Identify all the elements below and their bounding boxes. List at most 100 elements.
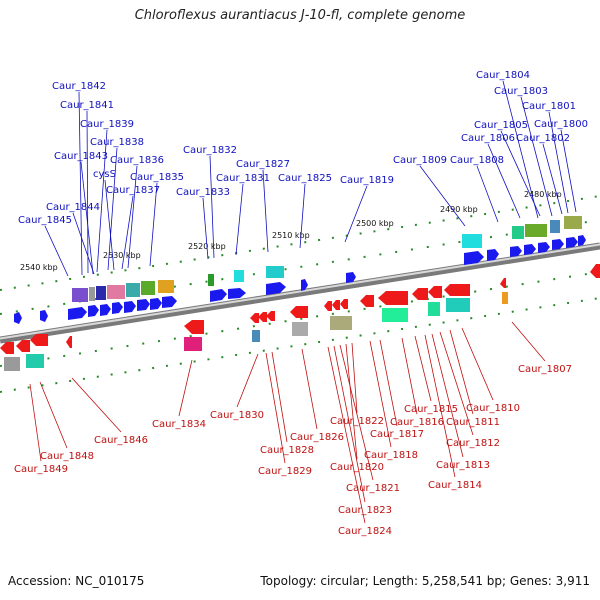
gene-arrow-forward	[150, 298, 162, 310]
leader-line	[542, 143, 563, 215]
gene-label: Caur_1832	[183, 145, 237, 156]
forward-strand-blocks	[72, 216, 582, 302]
gene-label: Caur_1846	[94, 435, 148, 446]
leader-line	[127, 165, 138, 269]
gene-label: Caur_1808	[450, 155, 504, 166]
gene-label: Caur_1844	[46, 202, 100, 213]
gene-arrow-forward	[100, 304, 111, 316]
gene-label: Caur_1820	[330, 462, 384, 473]
leader-line	[345, 343, 358, 460]
gene-label: Caur_1834	[152, 419, 206, 430]
scale-label: 2480 kbp	[524, 190, 562, 199]
gene-block	[107, 285, 125, 299]
gene-label: Caur_1825	[278, 173, 332, 184]
scale-label: 2540 kbp	[20, 263, 58, 272]
gene-arrow-forward	[40, 310, 48, 322]
gene-arrow-reverse	[360, 295, 374, 307]
leader-line	[96, 129, 108, 273]
gene-label: Caur_1823	[338, 505, 392, 516]
leader-line	[351, 342, 358, 414]
gene-label: Caur_1815	[404, 404, 458, 415]
leader-line	[511, 321, 546, 362]
gene-block	[550, 220, 560, 233]
gene-arrow-forward	[88, 305, 99, 317]
gene-block	[502, 292, 508, 304]
gene-arrow-reverse	[332, 300, 340, 310]
gene-arrow-reverse	[324, 301, 332, 311]
gene-label: Caur_1818	[364, 450, 418, 461]
gene-arrow-reverse	[590, 264, 600, 278]
gene-arrow-forward	[566, 237, 578, 248]
gene-arrow-forward	[538, 242, 550, 253]
leader-line	[379, 339, 398, 427]
gene-arrow-reverse	[290, 306, 308, 318]
gene-arrow-reverse	[250, 313, 259, 323]
gene-label: Caur_1838	[90, 137, 144, 148]
gene-label: Caur_1801	[522, 101, 576, 112]
leader-line	[487, 143, 521, 219]
gene-block	[564, 216, 582, 229]
gene-label: Caur_1829	[258, 466, 312, 477]
gene-block	[72, 288, 88, 302]
gene-label: Caur_1824	[338, 526, 392, 537]
scale-label: 2500 kbp	[356, 219, 394, 228]
gene-arrow-reverse	[378, 291, 408, 305]
gene-arrow-forward	[524, 244, 536, 255]
leader-line	[271, 351, 288, 443]
leader-line	[78, 91, 83, 276]
leader-line	[461, 327, 494, 401]
gene-label: Caur_1827	[236, 159, 290, 170]
gene-arrow-forward	[346, 272, 356, 283]
leader-line	[344, 185, 368, 243]
gene-block	[525, 224, 547, 237]
gene-block	[184, 337, 202, 351]
leader-line	[476, 165, 499, 223]
gene-arrow-forward	[112, 302, 123, 314]
leader-line	[107, 147, 118, 271]
gene-label: Caur_1833	[176, 187, 230, 198]
gene-arrow-reverse	[258, 312, 267, 322]
leader-line	[72, 212, 95, 275]
gene-label: Caur_1807	[518, 364, 572, 375]
gene-arrow-reverse	[30, 334, 48, 346]
leader-line	[209, 155, 215, 259]
topology-text: Topology: circular; Length: 5,258,541 bp…	[260, 574, 590, 588]
gene-block	[158, 280, 174, 293]
gene-label: Caur_1828	[260, 445, 314, 456]
gene-label: Caur_1819	[340, 175, 394, 186]
leader-line	[548, 111, 569, 214]
gene-label: Caur_1821	[346, 483, 400, 494]
gene-label: Caur_1812	[446, 438, 500, 449]
reverse-strand-blocks	[4, 292, 508, 371]
gene-label: Caur_1822	[330, 416, 384, 427]
leader-line	[520, 96, 553, 217]
top-gene-labels: Caur_1842 Caur_1841 Caur_1839 Caur_1838 Caur…	[18, 70, 588, 226]
gene-label: Caur_1837	[106, 185, 160, 196]
gene-block	[512, 226, 524, 239]
leader-line	[236, 353, 259, 408]
gene-label: Caur_1849	[14, 464, 68, 475]
gene-label: Caur_1831	[216, 173, 270, 184]
gene-label: Caur_1830	[210, 410, 264, 421]
gene-label: Caur_1842	[52, 81, 106, 92]
leader-line	[71, 377, 122, 433]
gene-label: Caur_1843	[54, 151, 108, 162]
gene-arrow-forward	[137, 299, 150, 311]
gene-label: Caur_1813	[436, 460, 490, 471]
leader-line	[235, 183, 244, 256]
bottom-gene-labels: Caur_1807Caur_1810Caur_1811Caur_1812Caur…	[14, 364, 572, 537]
gene-arrow-forward	[266, 282, 286, 295]
gene-label: Caur_1848	[40, 451, 94, 462]
gene-arrow-forward	[552, 239, 564, 250]
leader-line	[29, 383, 42, 462]
gene-arrow-reverse	[0, 342, 14, 354]
gene-label: Caur_1806	[461, 133, 515, 144]
gene-block	[96, 286, 106, 300]
gene-label: Caur_1800	[534, 119, 588, 130]
scale-label: 2530 kbp	[103, 251, 141, 260]
leader-line	[431, 333, 464, 458]
genome-backbone	[0, 242, 600, 344]
gene-block	[266, 266, 284, 278]
gene-arrow-forward	[510, 246, 522, 257]
